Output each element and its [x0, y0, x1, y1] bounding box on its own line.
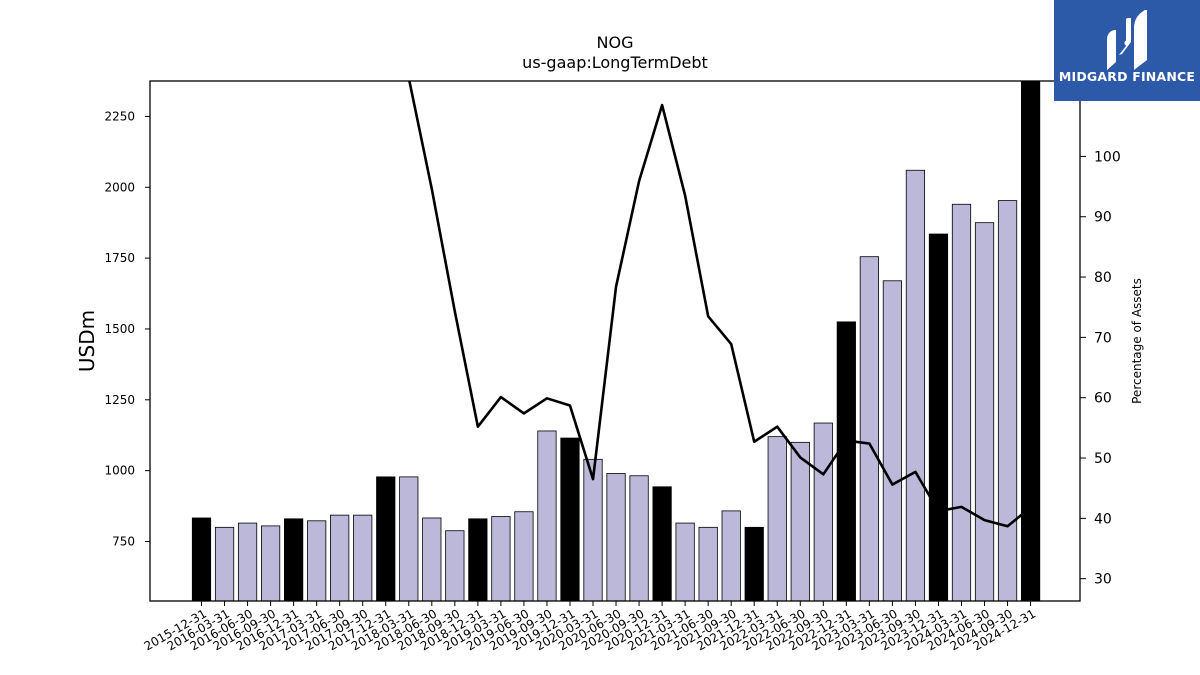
y2-tick-label-40: 40	[1094, 511, 1112, 527]
y-tick-label-1750: 1750	[104, 251, 135, 265]
percentage-of-assets-line	[408, 81, 1032, 528]
y2-tick-label-100: 100	[1094, 149, 1121, 165]
bar-2023-09-30	[905, 169, 926, 602]
bar-2018-09-30	[445, 530, 465, 602]
bar-2022-06-30	[790, 441, 810, 602]
bar-2022-09-30	[813, 422, 833, 602]
y-axis-left: 750 1000 1250 1500 1750 2000 2250	[104, 109, 150, 548]
bar-2020-06-30	[606, 473, 626, 602]
logo: MIDGARD FINANCE	[1054, 0, 1200, 101]
bar-2020-09-30	[629, 475, 649, 602]
y-axis-right: 30 40 50 60 70 80 90 100	[1080, 149, 1121, 588]
y-axis-label: USDm	[75, 310, 99, 372]
bar-2017-06-30	[330, 514, 350, 602]
y2-axis-label: Percentage of Assets	[1130, 278, 1144, 404]
bar-2018-03-31	[399, 476, 419, 602]
bar-2022-03-31	[767, 436, 787, 602]
y2-tick-label-30: 30	[1094, 572, 1112, 588]
bar-2016-12-31	[284, 518, 304, 602]
bar-2016-06-30	[237, 522, 258, 602]
logo-background	[1054, 0, 1200, 101]
y-tick-label-1250: 1250	[104, 393, 135, 407]
bar-2017-09-30	[353, 514, 373, 602]
bar-2023-12-31	[928, 233, 949, 602]
y2-tick-label-50: 50	[1094, 451, 1112, 467]
bar-2021-03-31	[675, 522, 695, 602]
bar-2021-12-31	[744, 526, 764, 602]
bar-2019-03-31	[491, 516, 511, 602]
y2-tick-label-70: 70	[1094, 330, 1112, 346]
line-series	[408, 81, 1032, 528]
bar-2019-12-31	[560, 437, 580, 602]
chart-title: NOG	[597, 33, 634, 52]
bar-2018-12-31	[468, 518, 488, 602]
bar-2023-06-30	[882, 280, 903, 602]
bar-2021-09-30	[721, 510, 741, 602]
chart-subtitle: us-gaap:LongTermDebt	[522, 53, 708, 72]
y2-tick-label-90: 90	[1094, 210, 1112, 226]
bar-2024-06-30	[974, 222, 995, 602]
bar-2022-12-31	[836, 321, 856, 602]
bar-2017-12-31	[376, 476, 396, 602]
bar-2020-12-31	[652, 486, 672, 602]
bar-2016-03-31	[214, 526, 235, 602]
bar-2016-09-30	[260, 525, 281, 602]
midgard-logo-icon	[1107, 10, 1147, 70]
bar-2024-03-31	[951, 203, 972, 602]
x-axis: 2015-12-312016-03-312016-06-302016-09-30…	[142, 601, 1038, 653]
bar-2015-12-31	[191, 517, 212, 602]
y-tick-label-2250: 2250	[104, 109, 135, 123]
plot-frame	[149, 80, 1081, 602]
bar-2019-09-30	[537, 430, 557, 602]
y2-tick-label-60: 60	[1094, 391, 1112, 407]
bar-2020-03-31	[583, 458, 603, 602]
bar-2021-06-30	[698, 526, 718, 602]
bar-2024-12-31	[1020, 80, 1041, 602]
y-tick-label-1000: 1000	[104, 464, 135, 478]
y2-tick-label-80: 80	[1094, 270, 1112, 286]
bar-2023-03-31	[859, 256, 879, 602]
bar-series	[191, 80, 1041, 602]
y-tick-label-750: 750	[112, 534, 135, 548]
bar-2019-06-30	[514, 511, 534, 602]
bar-2018-06-30	[422, 517, 442, 602]
bar-2024-09-30	[997, 200, 1018, 602]
bar-2017-03-31	[307, 520, 327, 602]
y-tick-label-2000: 2000	[104, 180, 135, 194]
y-tick-label-1500: 1500	[104, 322, 135, 336]
logo-text: MIDGARD FINANCE	[1059, 69, 1195, 84]
